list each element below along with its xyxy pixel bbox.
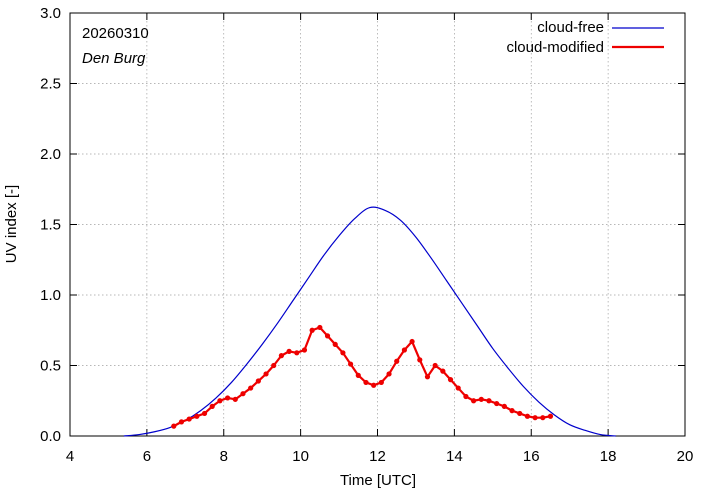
data-point-cloud-modified (478, 396, 484, 402)
data-point-cloud-modified (224, 395, 231, 401)
data-point-cloud-modified (271, 362, 277, 369)
series-line-cloud-modified (173, 326, 551, 428)
x-tick-label: 6 (143, 448, 151, 465)
data-point-cloud-modified (286, 348, 292, 354)
data-point-cloud-modified (178, 419, 185, 425)
data-point-cloud-modified (363, 379, 369, 386)
data-point-cloud-modified (232, 396, 238, 402)
x-tick-label: 20 (677, 448, 694, 465)
data-point-cloud-modified (447, 377, 454, 383)
tick-labels: 4 6 8 10 12 14 16 18 20 0.0 0.5 1.0 1.5 2.0 2.5 3.0 (40, 5, 693, 465)
data-point-cloud-modified (501, 403, 507, 409)
data-point-cloud-modified (355, 372, 361, 378)
data-point-cloud-modified (486, 398, 492, 404)
data-point-cloud-modified (455, 385, 461, 391)
data-point-cloud-modified (240, 391, 246, 397)
x-tick-label: 12 (369, 448, 386, 465)
data-point-cloud-modified (347, 361, 354, 367)
y-tick-label: 0.0 (40, 428, 61, 445)
data-point-cloud-modified (424, 374, 431, 380)
y-tick-label: 1.5 (40, 217, 61, 234)
data-point-cloud-modified (255, 378, 261, 384)
data-point-cloud-modified (294, 350, 300, 356)
data-point-cloud-modified (463, 393, 469, 400)
data-point-cloud-modified (186, 416, 192, 422)
data-point-cloud-modified (309, 327, 315, 333)
data-point-cloud-modified (517, 410, 523, 417)
data-point-cloud-modified (332, 341, 338, 347)
data-point-cloud-modified (209, 403, 215, 409)
data-point-cloud-modified (401, 347, 408, 353)
data-point-cloud-modified (378, 379, 384, 386)
data-point-cloud-modified (340, 350, 346, 356)
data-point-cloud-modified (194, 413, 200, 419)
data-point-cloud-modified (547, 413, 554, 419)
data-point-cloud-modified (532, 415, 538, 421)
x-tick-label: 8 (220, 448, 228, 465)
x-tick-label: 4 (66, 448, 74, 465)
data-point-cloud-modified (201, 410, 208, 417)
date-annotation: 20260310 (82, 25, 149, 42)
series-line-cloud-free (123, 206, 616, 437)
legend-label-cloud-free: cloud-free (537, 19, 604, 36)
data-point-cloud-modified (217, 398, 223, 404)
data-point-cloud-modified (371, 382, 377, 388)
data-point-cloud-modified (494, 400, 500, 407)
x-tick-label: 14 (446, 448, 463, 465)
data-point-cloud-modified (301, 347, 308, 353)
data-point-cloud-modified (171, 423, 177, 429)
data-point-cloud-modified (248, 385, 254, 391)
data-point-cloud-modified (417, 357, 423, 363)
data-point-cloud-modified (278, 353, 285, 359)
data-point-cloud-modified (432, 362, 438, 369)
y-tick-label: 1.0 (40, 287, 61, 304)
grid (70, 13, 685, 436)
data-point-cloud-modified (263, 371, 269, 377)
y-tick-label: 0.5 (40, 358, 61, 375)
x-tick-label: 18 (600, 448, 617, 465)
plot-frame (69, 12, 686, 437)
y-tick-label: 3.0 (40, 5, 61, 22)
y-axis-title: UV index [-] (3, 185, 20, 263)
x-tick-label: 16 (523, 448, 540, 465)
x-tick-label: 10 (292, 448, 309, 465)
data-point-cloud-modified (524, 413, 531, 419)
data-point-cloud-modified (386, 371, 392, 377)
x-axis-title: Time [UTC] (340, 472, 416, 489)
data-point-cloud-modified (394, 358, 400, 364)
series-layer (123, 206, 616, 437)
data-point-cloud-modified (540, 415, 546, 421)
y-tick-label: 2.5 (40, 76, 61, 93)
y-tick-label: 2.0 (40, 146, 61, 163)
data-point-cloud-modified (324, 333, 331, 339)
legend: cloud-free cloud-modified (506, 19, 664, 56)
data-point-cloud-modified (317, 324, 323, 331)
data-point-cloud-modified (409, 338, 415, 345)
data-point-cloud-modified (470, 398, 477, 404)
legend-label-cloud-modified: cloud-modified (506, 39, 604, 56)
data-point-cloud-modified (509, 408, 515, 414)
location-annotation: Den Burg (82, 50, 146, 67)
data-point-cloud-modified (440, 368, 446, 374)
